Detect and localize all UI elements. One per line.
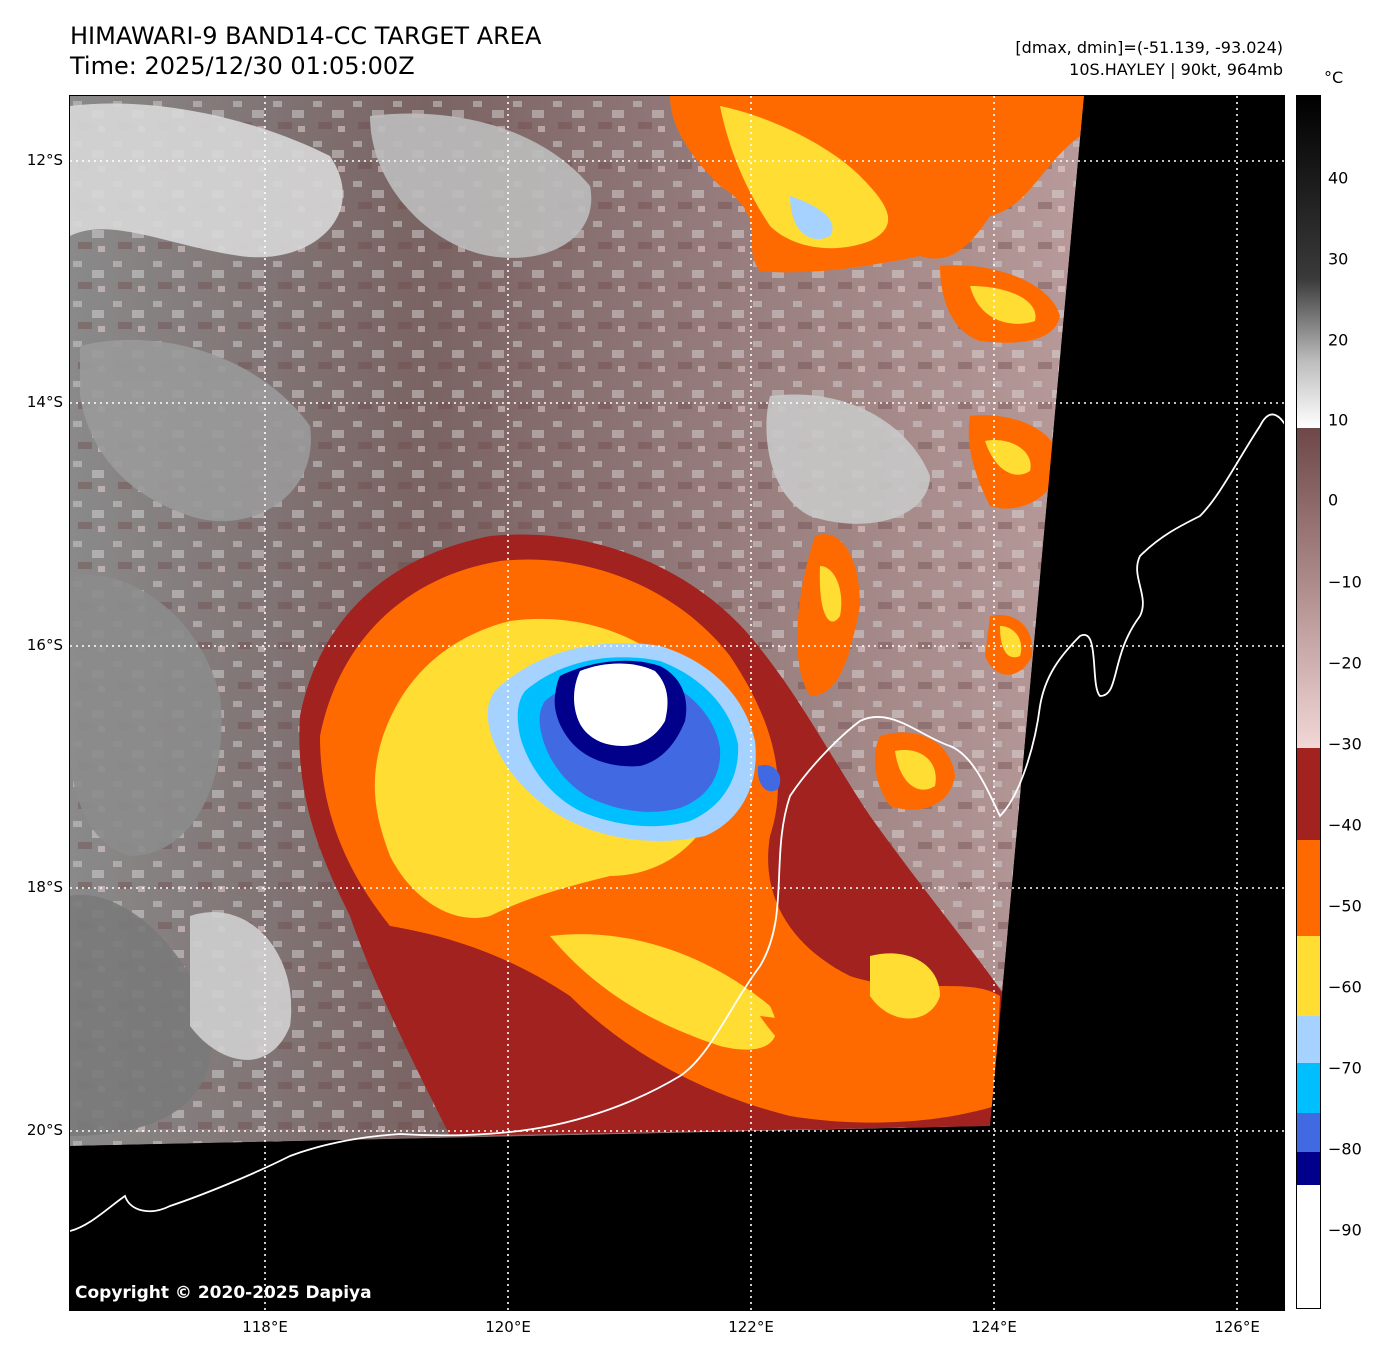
gridlines [70,96,1284,1310]
colorbar-tick-30: 30 [1328,249,1349,269]
east-convection [797,534,1033,810]
copyright-text: Copyright © 2020-2025 Dapiya [75,1283,372,1303]
north-convection [670,96,1084,509]
no-data-east [990,96,1284,1310]
lon-label-120e: 120°E [485,1318,531,1336]
colorbar-tick-40: 40 [1328,168,1349,188]
satellite-map [69,95,1285,1311]
storm-hayley [299,534,1005,1136]
colorbar-unit: °C [1324,68,1344,87]
storm-eye-cold-top [574,663,668,746]
colorbar-tick-20: 20 [1328,330,1349,350]
map-canvas [70,96,1284,1310]
colorbar-tick-minus50: −50 [1328,896,1362,916]
lat-label-16s: 16°S [26,636,63,654]
colorbar-tick-minus80: −80 [1328,1139,1362,1159]
chart-time: Time: 2025/12/30 01:05:00Z [70,52,415,80]
lat-label-12s: 12°S [26,151,63,169]
colorbar-tick-10: 10 [1328,410,1349,430]
colorbar [1296,95,1321,1309]
coastline [70,413,1284,1232]
lon-label-126e: 126°E [1214,1318,1260,1336]
colorbar-tick-minus20: −20 [1328,653,1362,673]
range-text: [dmax, dmin]=(-51.139, -93.024) [1015,38,1283,57]
colorbar-tick-minus30: −30 [1328,734,1362,754]
lat-label-20s: 20°S [26,1121,63,1139]
gray-cloud-fields [70,103,930,1136]
colorbar-tick-minus90: −90 [1328,1220,1362,1240]
chart-title: HIMAWARI-9 BAND14-CC TARGET AREA [70,22,542,50]
storm-text: 10S.HAYLEY | 90kt, 964mb [1069,60,1283,79]
colorbar-tick-0: 0 [1328,490,1339,510]
colorbar-tick-minus40: −40 [1328,815,1362,835]
lat-label-18s: 18°S [26,878,63,896]
colorbar-scale [1297,96,1320,1308]
colorbar-tick-minus70: −70 [1328,1058,1362,1078]
no-data-south [70,1126,990,1310]
lat-label-14s: 14°S [26,393,63,411]
lon-label-118e: 118°E [242,1318,288,1336]
lon-label-124e: 124°E [971,1318,1017,1336]
colorbar-tick-minus10: −10 [1328,572,1362,592]
lon-label-122e: 122°E [728,1318,774,1336]
colorbar-tick-minus60: −60 [1328,977,1362,997]
